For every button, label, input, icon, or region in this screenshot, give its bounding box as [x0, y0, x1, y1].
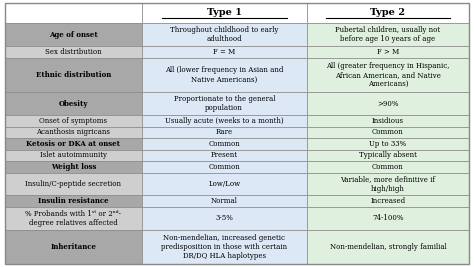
Text: Throughout childhood to early
adulthood: Throughout childhood to early adulthood — [170, 26, 278, 44]
Text: >90%: >90% — [377, 100, 399, 108]
Text: Rare: Rare — [216, 128, 233, 136]
Bar — [307, 3, 469, 23]
Bar — [142, 92, 307, 115]
Bar — [5, 161, 142, 172]
Text: Ketosis or DKA at onset: Ketosis or DKA at onset — [26, 140, 120, 148]
Text: All (lower frequency in Asian and
Native Americans): All (lower frequency in Asian and Native… — [165, 66, 283, 84]
Bar — [5, 46, 142, 58]
Text: 74-100%: 74-100% — [372, 214, 404, 222]
Text: Insulin/C-peptide secretion: Insulin/C-peptide secretion — [25, 180, 121, 188]
Text: F = M: F = M — [213, 48, 236, 56]
Text: Present: Present — [211, 151, 238, 159]
Bar — [142, 161, 307, 172]
Text: Up to 33%: Up to 33% — [369, 140, 407, 148]
Text: F > M: F > M — [377, 48, 399, 56]
Text: Common: Common — [209, 140, 240, 148]
Bar — [307, 230, 469, 264]
Bar — [307, 92, 469, 115]
Bar — [5, 207, 142, 230]
Bar — [5, 127, 142, 138]
Bar — [307, 23, 469, 46]
Text: Non-mendelian, increased genetic
predisposition in those with certain
DR/DQ HLA : Non-mendelian, increased genetic predisp… — [161, 234, 287, 260]
Bar — [307, 58, 469, 92]
Text: Pubertal children, usually not
before age 10 years of age: Pubertal children, usually not before ag… — [336, 26, 440, 44]
Text: Islet autoimmunity: Islet autoimmunity — [40, 151, 107, 159]
Bar — [307, 46, 469, 58]
Text: Inheritance: Inheritance — [50, 243, 96, 251]
Bar — [142, 195, 307, 207]
Text: Non-mendelian, strongly familial: Non-mendelian, strongly familial — [329, 243, 447, 251]
Bar — [307, 207, 469, 230]
Text: Onset of symptoms: Onset of symptoms — [39, 117, 107, 125]
Bar — [5, 138, 142, 150]
Bar — [142, 207, 307, 230]
Text: Insulin resistance: Insulin resistance — [38, 197, 109, 205]
Bar — [307, 195, 469, 207]
Text: Proportionate to the general
population: Proportionate to the general population — [173, 95, 275, 112]
Bar — [5, 92, 142, 115]
Bar — [5, 58, 142, 92]
Text: Usually acute (weeks to a month): Usually acute (weeks to a month) — [165, 117, 283, 125]
Text: Type 1: Type 1 — [207, 9, 242, 18]
Bar — [142, 150, 307, 161]
Text: 3-5%: 3-5% — [215, 214, 233, 222]
Bar — [5, 3, 142, 23]
Text: Increased: Increased — [370, 197, 406, 205]
Text: Acanthosis nigricans: Acanthosis nigricans — [36, 128, 110, 136]
Text: Common: Common — [209, 163, 240, 171]
Bar — [307, 172, 469, 195]
Text: Normal: Normal — [211, 197, 237, 205]
Bar — [5, 115, 142, 127]
Bar — [142, 3, 307, 23]
Text: Common: Common — [372, 128, 404, 136]
Text: All (greater frequency in Hispanic,
African American, and Native
Americans): All (greater frequency in Hispanic, Afri… — [326, 62, 450, 88]
Text: % Probands with 1ˢᵗ or 2ⁿᵈ-
degree relatives affected: % Probands with 1ˢᵗ or 2ⁿᵈ- degree relat… — [25, 210, 121, 227]
Text: Insidious: Insidious — [372, 117, 404, 125]
Bar — [142, 138, 307, 150]
Bar — [307, 115, 469, 127]
Bar — [142, 230, 307, 264]
Bar — [5, 172, 142, 195]
Text: Low/Low: Low/Low — [208, 180, 240, 188]
Bar — [5, 230, 142, 264]
Text: Age of onset: Age of onset — [49, 31, 98, 39]
Bar — [5, 195, 142, 207]
Text: Ethnic distribution: Ethnic distribution — [36, 71, 111, 79]
Bar — [5, 150, 142, 161]
Text: Weight loss: Weight loss — [51, 163, 96, 171]
Bar — [307, 150, 469, 161]
Text: Type 2: Type 2 — [371, 9, 405, 18]
Bar — [307, 138, 469, 150]
Bar — [142, 115, 307, 127]
Bar — [142, 127, 307, 138]
Bar — [5, 23, 142, 46]
Bar — [142, 58, 307, 92]
Text: Sex distribution: Sex distribution — [45, 48, 101, 56]
Bar — [142, 172, 307, 195]
Bar — [142, 46, 307, 58]
Bar — [307, 161, 469, 172]
Text: Typically absent: Typically absent — [359, 151, 417, 159]
Text: Obesity: Obesity — [58, 100, 88, 108]
Bar — [307, 127, 469, 138]
Text: Variable, more definitive if
high/high: Variable, more definitive if high/high — [340, 175, 436, 193]
Text: Common: Common — [372, 163, 404, 171]
Bar — [142, 23, 307, 46]
